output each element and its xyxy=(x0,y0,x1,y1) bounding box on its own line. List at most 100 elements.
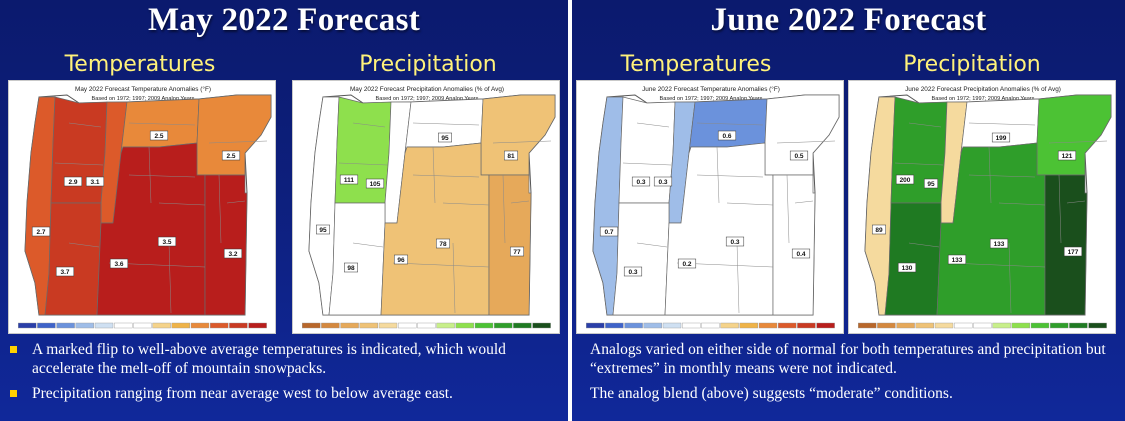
legend-swatch xyxy=(739,322,759,329)
value-label-box xyxy=(599,226,619,237)
value-label: 2.5 xyxy=(154,133,163,140)
value-label: 3.2 xyxy=(228,251,237,258)
legend-swatch xyxy=(378,322,398,329)
bullet-text: The analog blend (above) suggests “moder… xyxy=(590,385,953,402)
value-label-box xyxy=(989,238,1009,249)
bullet-square-icon xyxy=(10,390,17,397)
map-caption-line: May 2022 Forecast Precipitation Anomalie… xyxy=(350,86,504,93)
legend-swatch xyxy=(248,322,267,329)
climate-division xyxy=(328,202,386,316)
county-boundary xyxy=(128,122,196,126)
slide-divider xyxy=(568,0,572,421)
legend-swatch xyxy=(397,322,417,329)
value-label: 3.7 xyxy=(60,269,69,276)
value-label-box xyxy=(717,130,737,141)
climate-division xyxy=(380,142,490,316)
value-label: 0.2 xyxy=(682,261,691,268)
value-label-box xyxy=(436,238,450,249)
legend-swatch xyxy=(720,322,739,329)
color-legend xyxy=(857,322,1107,329)
county-boundary xyxy=(636,122,670,128)
legend-swatch xyxy=(75,322,95,329)
value-label-box xyxy=(316,224,330,235)
value-label-box xyxy=(31,226,51,237)
legend-swatch xyxy=(953,322,973,329)
county-boundary xyxy=(636,242,668,248)
county-boundary xyxy=(68,122,102,128)
county-boundary xyxy=(622,162,672,166)
value-label-box xyxy=(223,248,243,259)
value-label-box xyxy=(365,178,385,189)
color-legend xyxy=(17,322,267,329)
value-label: 2.5 xyxy=(226,153,235,160)
county-boundary xyxy=(998,202,1046,206)
value-label-box xyxy=(510,246,524,257)
value-label: 3.5 xyxy=(162,239,171,246)
county-boundary xyxy=(412,174,480,178)
value-label-box xyxy=(725,236,745,247)
legend-swatch xyxy=(896,322,915,329)
value-label-box xyxy=(872,224,886,235)
climate-division xyxy=(1044,174,1088,316)
temperatures-heading: Temperatures xyxy=(64,52,216,77)
value-label: 133 xyxy=(994,241,1005,248)
climate-division xyxy=(884,202,942,316)
value-label: 2.7 xyxy=(36,229,45,236)
value-label: 3.1 xyxy=(90,179,99,186)
legend-swatch xyxy=(229,322,248,329)
climate-division xyxy=(1036,94,1112,176)
value-label-box xyxy=(924,178,938,189)
climate-division xyxy=(764,94,840,176)
bullet-list: Analogs varied on either side of normal … xyxy=(578,340,1119,409)
legend-swatch xyxy=(436,322,455,329)
legend-swatch xyxy=(359,322,379,329)
county-boundary xyxy=(128,174,196,178)
legend-swatch xyxy=(1069,322,1088,329)
county-boundary xyxy=(1048,140,1108,144)
value-label-box xyxy=(653,176,673,187)
value-label: 0.3 xyxy=(636,179,645,186)
value-label-box xyxy=(631,176,651,187)
county-boundary xyxy=(208,140,268,144)
county-boundary xyxy=(492,140,552,144)
legend-swatch xyxy=(1088,322,1107,329)
value-label: 96 xyxy=(397,257,405,264)
legend-swatch xyxy=(37,322,56,329)
value-label: 95 xyxy=(319,227,327,234)
county-boundary xyxy=(432,146,436,204)
map-caption-line: Based on 1972; 1997; 2009 Analog Years xyxy=(660,96,763,102)
legend-swatch xyxy=(301,322,321,329)
legend-swatch xyxy=(624,322,643,329)
county-boundary xyxy=(352,242,384,248)
value-label: 105 xyxy=(370,181,381,188)
county-boundary xyxy=(1008,242,1012,314)
value-label: 89 xyxy=(875,227,883,234)
value-label: 130 xyxy=(902,265,913,272)
value-label-box xyxy=(1057,150,1077,161)
county-boundary xyxy=(968,174,1036,178)
legend-swatch xyxy=(585,322,605,329)
value-label: 95 xyxy=(927,181,935,188)
value-label: 177 xyxy=(1068,249,1079,256)
value-label-box xyxy=(897,262,917,273)
legend-swatch xyxy=(681,322,701,329)
slide-may: May 2022 Forecast Temperatures Precipita… xyxy=(0,0,568,421)
legend-swatch xyxy=(113,322,133,329)
value-label: 199 xyxy=(996,135,1007,142)
legend-swatch xyxy=(877,322,896,329)
climate-division xyxy=(204,174,248,316)
climate-division xyxy=(772,174,816,316)
county-boundary xyxy=(726,202,774,206)
bullet-item: The analog blend (above) suggests “moder… xyxy=(578,384,1119,403)
legend-swatch xyxy=(513,322,532,329)
value-label-box xyxy=(623,266,643,277)
legend-swatch xyxy=(94,322,114,329)
county-boundary xyxy=(696,174,764,178)
legend-swatch xyxy=(643,322,663,329)
bullet-item: A marked flip to well-above average temp… xyxy=(8,340,562,378)
bullet-item: Precipitation ranging from near average … xyxy=(8,384,562,403)
value-label-box xyxy=(157,236,177,247)
legend-swatch xyxy=(474,322,494,329)
county-boundary xyxy=(392,262,490,268)
legend-swatch xyxy=(915,322,935,329)
